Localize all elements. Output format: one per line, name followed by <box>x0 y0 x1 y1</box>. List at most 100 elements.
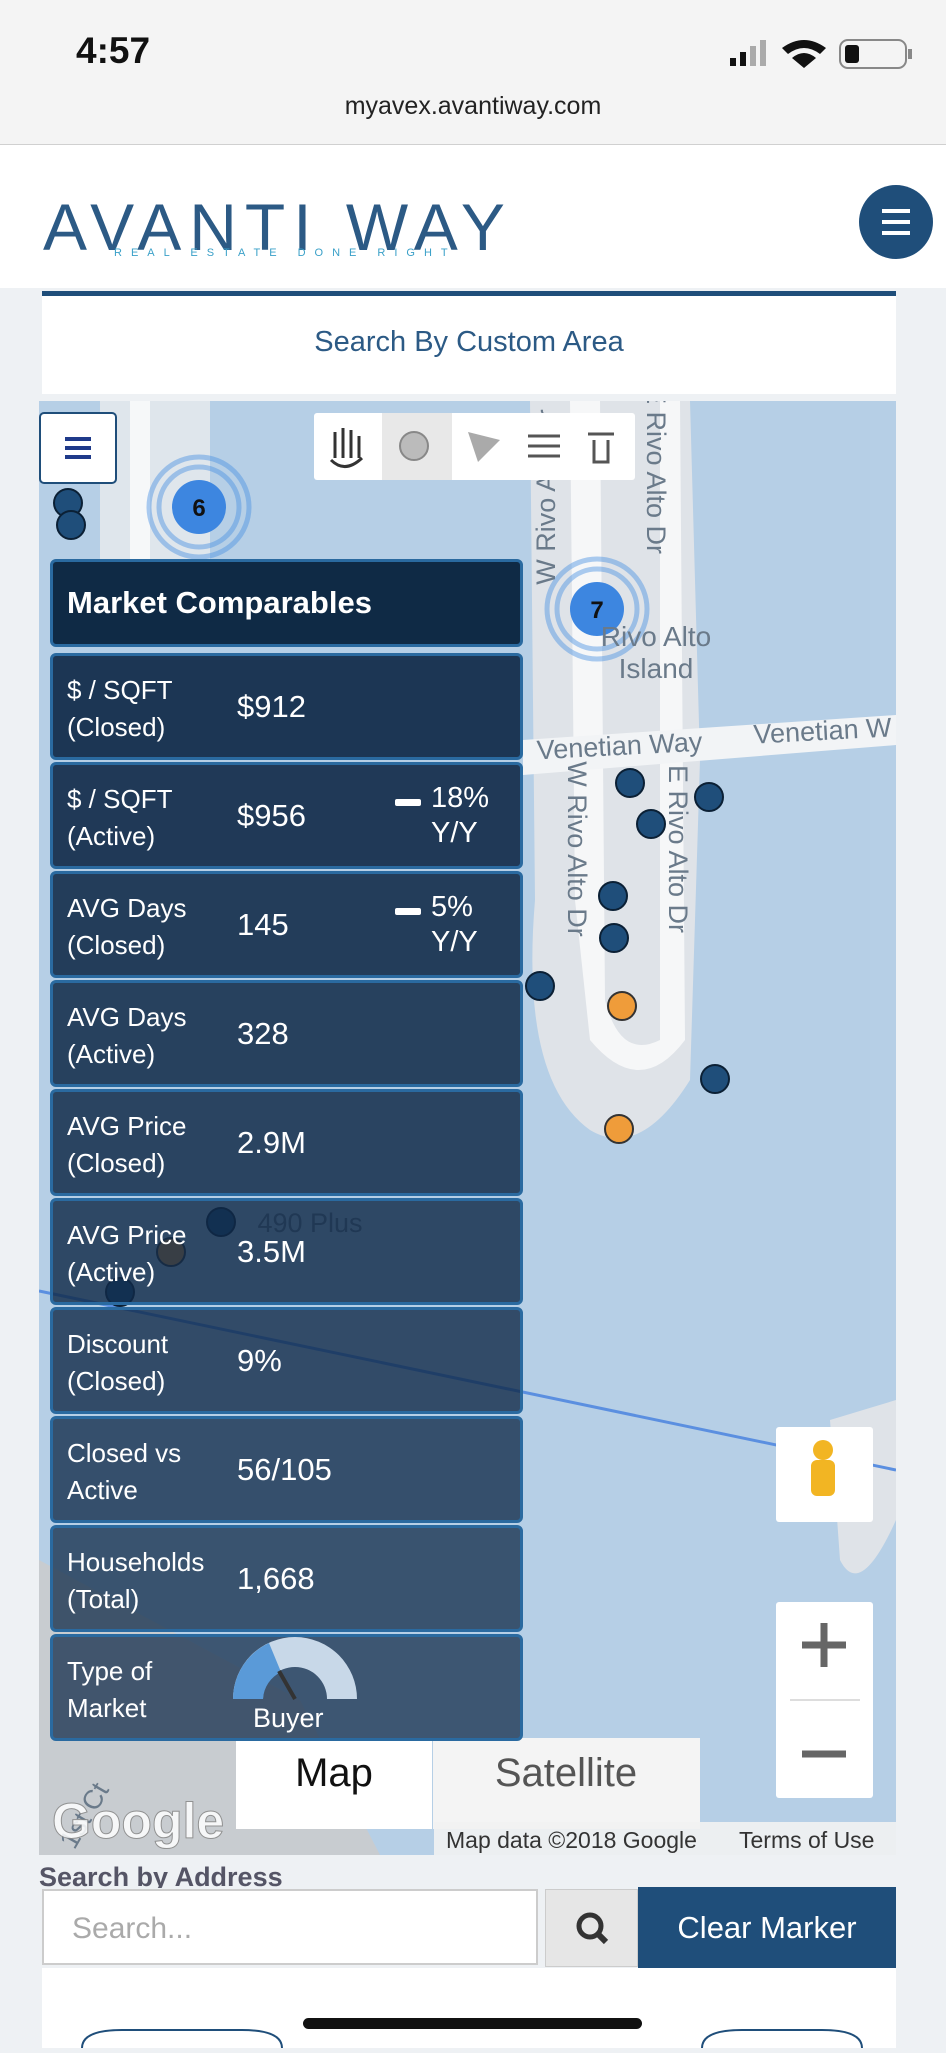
row-value: 1,668 <box>237 1561 315 1596</box>
bottom-buttons <box>81 2029 863 2049</box>
zoom-control[interactable] <box>776 1602 873 1798</box>
logo[interactable]: AVANTI WAY <box>43 190 513 264</box>
row-value: 3.5M <box>237 1234 306 1269</box>
island-label: Island <box>619 653 694 684</box>
cluster-ring <box>146 454 252 560</box>
terms-link[interactable]: Terms of Use <box>739 1827 874 1853</box>
row-label-line: (Total) <box>67 1584 140 1614</box>
row-label-line: (Closed) <box>67 1366 166 1396</box>
status-bar: 4:57 myavex.avantiway.com <box>0 0 946 145</box>
row-label-line: Households <box>67 1547 205 1577</box>
market-type: Buyer <box>253 1703 324 1733</box>
clusters: 67 <box>146 454 650 662</box>
street-label: Venetian W <box>753 712 893 749</box>
row-label-line: $ / SQFT <box>67 675 173 705</box>
row-label-line: (Active) <box>67 821 156 851</box>
map-type-satellite-label[interactable]: Satellite <box>495 1751 637 1795</box>
row-value: 145 <box>237 907 289 942</box>
cluster-ring <box>554 566 640 652</box>
panel-title: Market Comparables <box>50 559 523 647</box>
row-value: 328 <box>237 1016 289 1051</box>
url[interactable]: myavex.avantiway.com <box>344 92 602 120</box>
row-label: AVG Days (Active) <box>67 999 186 1073</box>
search-heading: Search by Address <box>39 1862 283 1888</box>
row-label-line: $ / SQFT <box>67 784 173 814</box>
comparable-row: Households (Total) 1,668 <box>50 1525 523 1632</box>
pegman-button[interactable] <box>776 1427 873 1522</box>
row-value: 56/105 <box>237 1452 332 1487</box>
row-value: 9% <box>237 1343 282 1378</box>
row-label: AVG Price (Active) <box>67 1217 186 1291</box>
row-label-line: (Active) <box>67 1039 156 1069</box>
cluster-count: 7 <box>590 597 603 624</box>
cluster-ring <box>544 556 650 662</box>
map-type-satellite[interactable] <box>433 1738 700 1829</box>
row-value: $912 <box>237 689 306 724</box>
row-change-line: 5% <box>431 891 473 923</box>
map-hamburger[interactable] <box>39 412 117 484</box>
gauge-buyer <box>233 1643 281 1699</box>
search-icon <box>576 1912 609 1945</box>
row-label-line: Discount <box>67 1329 169 1359</box>
row-value: $956 <box>237 798 306 833</box>
row-label: Type of Market <box>67 1653 152 1727</box>
status-icons <box>730 39 912 69</box>
street-label: W Rivo Alto Dr <box>562 761 592 937</box>
row-label-line: AVG Price <box>67 1111 187 1141</box>
street-label: E Rivo Alto Dr <box>641 401 671 554</box>
row-change-line: 18% <box>431 782 490 814</box>
row-change: 5% Y/Y <box>431 890 478 960</box>
row-change-line: Y/Y <box>431 817 478 849</box>
google-logo: Google <box>52 1793 224 1849</box>
cluster-ring <box>156 464 242 550</box>
map-type-map-label[interactable]: Map <box>295 1751 373 1795</box>
comparable-row: Type of Market Buyer <box>50 1634 523 1741</box>
row-label: $ / SQFT (Active) <box>67 781 172 855</box>
comparable-row: Discount (Closed) 9% <box>50 1307 523 1414</box>
map-type-map[interactable] <box>236 1738 432 1829</box>
search-input[interactable]: Search... <box>42 1889 538 1965</box>
comparable-row: AVG Price (Closed) 2.9M <box>50 1089 523 1196</box>
change-dash <box>395 799 421 806</box>
row-label: Households (Total) <box>67 1544 204 1618</box>
market-gauge <box>233 1637 357 1700</box>
cluster <box>172 480 226 534</box>
row-label-line: (Closed) <box>67 1148 166 1178</box>
bottom-area <box>42 1968 896 2049</box>
row-label: Discount (Closed) <box>67 1326 168 1400</box>
comparable-row: AVG Days (Closed) 145 5% Y/Y <box>50 871 523 978</box>
cluster <box>570 582 624 636</box>
comparable-row: AVG Days (Active) 328 <box>50 980 523 1087</box>
attribution: Map data ©2018 Google <box>446 1827 697 1853</box>
street-label: E Rivo Alto Dr <box>663 765 693 933</box>
comparable-row: $ / SQFT (Active) $956 18% Y/Y <box>50 762 523 869</box>
comparable-row: $ / SQFT (Closed) $912 <box>50 653 523 760</box>
row-label-line: (Closed) <box>67 712 166 742</box>
comparable-row: Closed vs Active 56/105 <box>50 1416 523 1523</box>
draw-toolbar[interactable] <box>314 413 635 480</box>
island-label: Rivo Alto <box>601 621 712 652</box>
row-label: Closed vs Active <box>67 1435 181 1509</box>
site-header: AVANTI WAY REAL ESTATE DONE RIGHT <box>0 145 946 288</box>
row-label-line: Closed vs <box>67 1438 182 1468</box>
custom-area-tab[interactable]: Search By Custom Area <box>42 291 896 394</box>
menu-button[interactable] <box>859 185 933 259</box>
home-indicator <box>303 2018 642 2029</box>
change-dash <box>395 908 421 915</box>
row-label-line: Market <box>67 1693 147 1723</box>
row-label-line: Active <box>67 1475 138 1505</box>
search-button[interactable] <box>545 1889 638 1967</box>
row-change-line: Y/Y <box>431 926 478 958</box>
row-value: 2.9M <box>237 1125 306 1160</box>
row-label-line: AVG Days <box>67 893 187 923</box>
menu-icon <box>882 209 910 235</box>
clear-marker-button[interactable]: Clear Marker <box>638 1887 896 1968</box>
time: 4:57 <box>76 30 151 71</box>
gauge-needle <box>277 1670 297 1700</box>
row-label-line: AVG Days <box>67 1002 187 1032</box>
tagline: REAL ESTATE DONE RIGHT <box>114 247 457 259</box>
comparable-row: AVG Price (Active) 3.5M <box>50 1198 523 1305</box>
cluster-count: 6 <box>192 495 205 522</box>
row-label: $ / SQFT (Closed) <box>67 672 172 746</box>
